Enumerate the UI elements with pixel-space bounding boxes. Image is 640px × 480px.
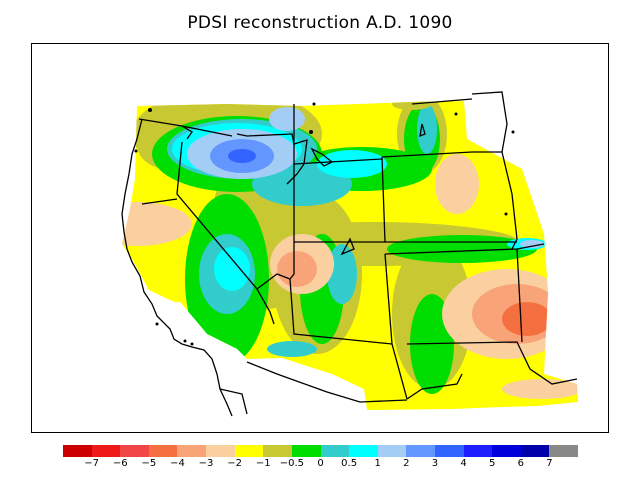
colorbar-swatch [63, 445, 93, 457]
colorbar-tick-label: 3 [431, 458, 439, 469]
map-title: PDSI reconstruction A.D. 1090 [187, 13, 453, 33]
pdsi-field [122, 101, 578, 410]
state-borders [121, 91, 578, 417]
colorbar-swatch [177, 445, 207, 457]
colorbar-tick-label: −6 [112, 458, 128, 469]
colorbar-swatch [492, 445, 522, 457]
pdsi-map [121, 91, 578, 417]
colorbar-swatch [377, 445, 407, 457]
colorbar-swatch [320, 445, 350, 457]
colorbar-swatch [120, 445, 150, 457]
colorbar-swatch [520, 445, 550, 457]
colorbar-swatch [148, 445, 178, 457]
colorbar [63, 445, 579, 457]
colorbar-tick-label: 0.5 [341, 458, 358, 469]
colorbar-tick-label: 6 [517, 458, 524, 469]
colorbar-swatch [406, 445, 436, 457]
colorbar-swatch [291, 445, 321, 457]
colorbar-swatch [206, 445, 236, 457]
colorbar-tick-label: −0.5 [279, 458, 305, 469]
colorbar-tick-label: −7 [84, 458, 99, 469]
colorbar-tick-label: −4 [170, 458, 185, 469]
colorbar-tick-label: 4 [460, 458, 467, 469]
colorbar-tick-label: 2 [403, 458, 410, 469]
colorbar-tick-label: −5 [141, 458, 157, 469]
colorbar-tick-label: 1 [374, 458, 381, 469]
colorbar-swatch [549, 445, 579, 457]
colorbar-tick-label: −1 [255, 458, 271, 469]
colorbar-swatch [91, 445, 121, 457]
colorbar-swatch [434, 445, 465, 457]
colorbar-swatch [263, 445, 293, 457]
colorbar-tick-label: 7 [546, 458, 553, 469]
colorbar-tick-label: −2 [227, 458, 243, 469]
colorbar-tick-label: 5 [488, 458, 496, 469]
map-panel [31, 43, 609, 433]
colorbar-swatch [349, 445, 379, 457]
colorbar-tick-label: −3 [198, 458, 214, 469]
colorbar-swatch [234, 445, 264, 457]
ocean-mask [130, 259, 247, 366]
colorbar-swatch [463, 445, 493, 457]
map-specks [134, 102, 515, 346]
colorbar-tick-label: 0 [317, 458, 324, 469]
